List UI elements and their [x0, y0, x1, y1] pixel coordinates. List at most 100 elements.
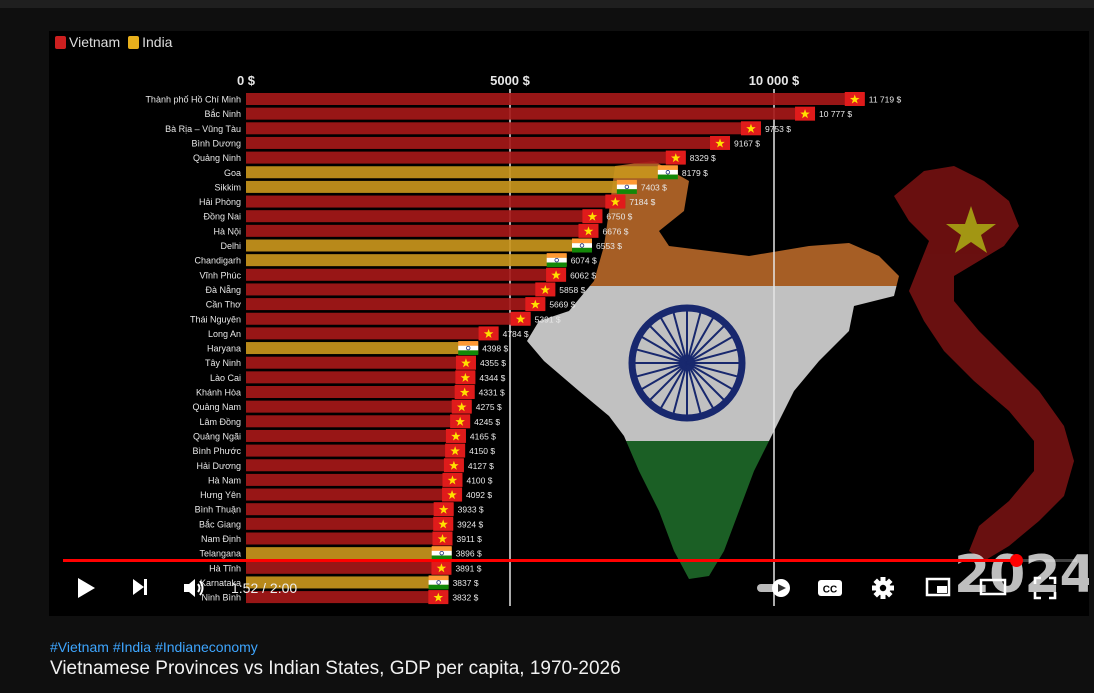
bar: [246, 342, 479, 355]
bar: [246, 444, 466, 457]
vietnam-flag-icon: [605, 194, 626, 209]
bar-category-label: Hà Tĩnh: [209, 563, 241, 573]
video-player[interactable]: 0 $ 5000 $ 10 000 $ Thành phố Hồ Chí Minh 1…: [49, 31, 1089, 616]
bar: [246, 488, 463, 501]
bar-category-label: Lào Cai: [210, 373, 241, 383]
fullscreen-button[interactable]: [1033, 576, 1063, 604]
progress-fill: [63, 559, 1017, 562]
bar: [246, 151, 686, 164]
bar-value-label: 4331 $: [479, 388, 505, 398]
bar-category-label: Cần Thơ: [206, 300, 241, 310]
hashtag-link[interactable]: #India: [112, 639, 152, 655]
vietnam-flag-icon: [710, 135, 731, 150]
theater-mode-button[interactable]: [979, 576, 1009, 604]
bar-category-label: Quảng Nam: [192, 402, 241, 412]
bar: [246, 517, 454, 530]
bar: [246, 561, 452, 574]
bar-value-label: 10 777 $: [819, 109, 852, 119]
bar-category-label: Nam Định: [201, 534, 241, 544]
bar-category-label: Delhi: [220, 241, 241, 251]
bar: [246, 136, 731, 149]
play-button[interactable]: [75, 576, 103, 604]
player-controls: 1:52 / 2:00 CC: [49, 566, 1089, 614]
legend-swatch-vietnam: [55, 35, 66, 49]
vietnam-flag-icon: [478, 326, 499, 341]
bar: [246, 386, 475, 398]
bar: [246, 298, 546, 311]
legend-label-india: India: [142, 34, 173, 50]
vietnam-flag-icon: [442, 472, 463, 487]
bar-category-label: Hưng Yên: [200, 490, 241, 500]
bar-value-label: 7403 $: [641, 182, 667, 192]
vietnam-flag-icon: [445, 428, 466, 443]
bar-value-label: 4398 $: [482, 344, 508, 354]
bar-category-label: Long An: [208, 329, 241, 339]
vietnam-flag-icon: [525, 297, 546, 312]
bar: [246, 195, 626, 208]
bar-category-label: Goa: [224, 168, 241, 178]
bars: Thành phố Hồ Chí Minh 11 719 $ Bắc Ninh 10 …: [145, 92, 901, 605]
theater-icon: [979, 578, 1007, 596]
hashtag-link[interactable]: #Vietnam: [50, 639, 109, 655]
time-separator: /: [258, 580, 270, 596]
vietnam-flag-icon: [578, 223, 599, 238]
bar: [246, 268, 567, 281]
bar-value-label: 4092 $: [466, 490, 492, 500]
video-title: Vietnamese Provinces vs Indian States, G…: [50, 658, 621, 679]
bar-category-label: Hải Dương: [197, 461, 241, 471]
subtitles-button[interactable]: CC: [817, 578, 847, 602]
miniplayer-button[interactable]: [925, 576, 955, 604]
bar-value-label: 4127 $: [468, 461, 494, 471]
bar-value-label: 4100 $: [466, 475, 492, 485]
bar: [246, 166, 678, 179]
bar-value-label: 3924 $: [457, 519, 483, 529]
cc-icon: CC: [818, 580, 842, 596]
bar-category-label: Bà Rịa – Vũng Tàu: [165, 124, 241, 134]
bar-category-label: Chandigarh: [194, 256, 241, 266]
progress-bar[interactable]: [63, 554, 1077, 567]
bar: [246, 224, 599, 237]
bar-value-label: 5669 $: [549, 300, 575, 310]
x-tick-label: 10 000 $: [749, 73, 800, 88]
india-flag-icon: [571, 238, 592, 253]
bar-value-label: 5391 $: [535, 314, 561, 324]
vietnam-flag-icon: [432, 531, 453, 546]
bar-value-label: 4344 $: [479, 373, 505, 383]
bar-category-label: Lâm Đồng: [199, 417, 241, 427]
bar-category-label: Sikkim: [215, 182, 242, 192]
volume-button[interactable]: [181, 576, 211, 604]
bar-category-label: Vĩnh Phúc: [199, 270, 241, 280]
bar: [246, 400, 472, 413]
bar-value-label: 3933 $: [458, 505, 484, 515]
bar-category-label: Karnataka: [200, 578, 241, 588]
play-icon: [78, 578, 95, 598]
time-display: 1:52 / 2:00: [231, 580, 297, 596]
bar: [246, 327, 499, 340]
bar: [246, 210, 603, 223]
vietnam-flag-icon: [443, 458, 464, 473]
bar-category-label: Thành phố Hồ Chí Minh: [145, 95, 241, 105]
bar-category-label: Quảng Ninh: [193, 153, 241, 163]
bar-category-label: Hà Nội: [213, 226, 241, 236]
bar: [246, 312, 531, 325]
bar-value-label: 3832 $: [452, 593, 478, 603]
bar-value-label: 9167 $: [734, 138, 760, 148]
hashtag-link[interactable]: #Indianeconomy: [155, 639, 258, 655]
bar: [246, 254, 567, 267]
bar-value-label: 6676 $: [602, 226, 628, 236]
legend-item-india: India: [128, 34, 172, 50]
bar-value-label: 4150 $: [469, 446, 495, 456]
bar: [246, 283, 556, 296]
bar: [246, 180, 637, 193]
bar-value-label: 6750 $: [606, 212, 632, 222]
bar-value-label: 3837 $: [453, 578, 479, 588]
bar-value-label: 4355 $: [480, 358, 506, 368]
next-button[interactable]: [129, 576, 157, 604]
vietnam-flag-icon: [455, 370, 476, 385]
progress-scrubber[interactable]: [1010, 554, 1024, 567]
bar-value-label: 9753 $: [765, 124, 791, 134]
bar-category-label: Bắc Giang: [199, 519, 241, 529]
bar: [246, 93, 865, 105]
settings-button[interactable]: [871, 576, 899, 604]
autoplay-toggle[interactable]: [755, 578, 795, 602]
